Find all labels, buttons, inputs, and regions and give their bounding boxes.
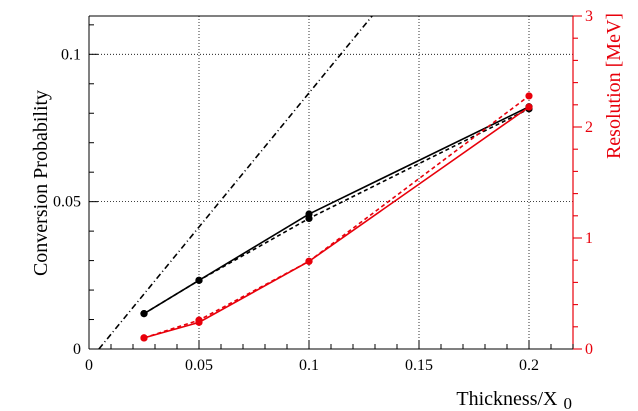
data-point-right-dashed [140,334,148,342]
series-line-right-dashed [143,95,530,339]
y-right-tick-label: 0 [585,341,593,358]
tick-labels: 0 0.05 0.1 0.15 0.2 0 0.05 0.1 0 1 2 3 [53,8,593,374]
tick-marks [88,15,582,350]
y-axis-left-title: Conversion Probability [30,90,52,276]
x-axis-title: Thickness/X 0 [456,388,572,411]
x-tick-label: 0 [85,357,93,374]
x-tick-label: 0.15 [405,357,433,374]
data-point-left-dashed [195,276,203,284]
data-point-right-solid [525,103,533,111]
series-group [98,15,533,350]
series-line-left-dashdot [98,15,373,350]
data-point-left-dashed [140,310,148,318]
y-left-tick-label: 0.05 [53,194,81,211]
y-right-tick-label: 2 [585,119,593,136]
data-point-right-dashed [525,92,533,100]
x-tick-label: 0.1 [299,357,319,374]
y-right-tick-label: 1 [585,230,593,247]
data-point-left-dashed [305,214,313,223]
y-right-tick-label: 3 [585,8,593,25]
y-axis-right-title: Resolution [MeV] [603,13,625,159]
plot-frame [88,15,574,350]
y-left-tick-label: 0 [73,341,81,358]
y-left-tick-label: 0.1 [61,46,81,63]
x-tick-label: 0.05 [185,357,213,374]
data-point-right-dashed [305,257,313,265]
series-line-left-dashed [143,108,530,315]
x-tick-label: 0.2 [519,357,539,374]
data-point-right-dashed [195,316,203,324]
series-line-left-solid [143,106,530,315]
series-line-right-solid [143,106,530,339]
